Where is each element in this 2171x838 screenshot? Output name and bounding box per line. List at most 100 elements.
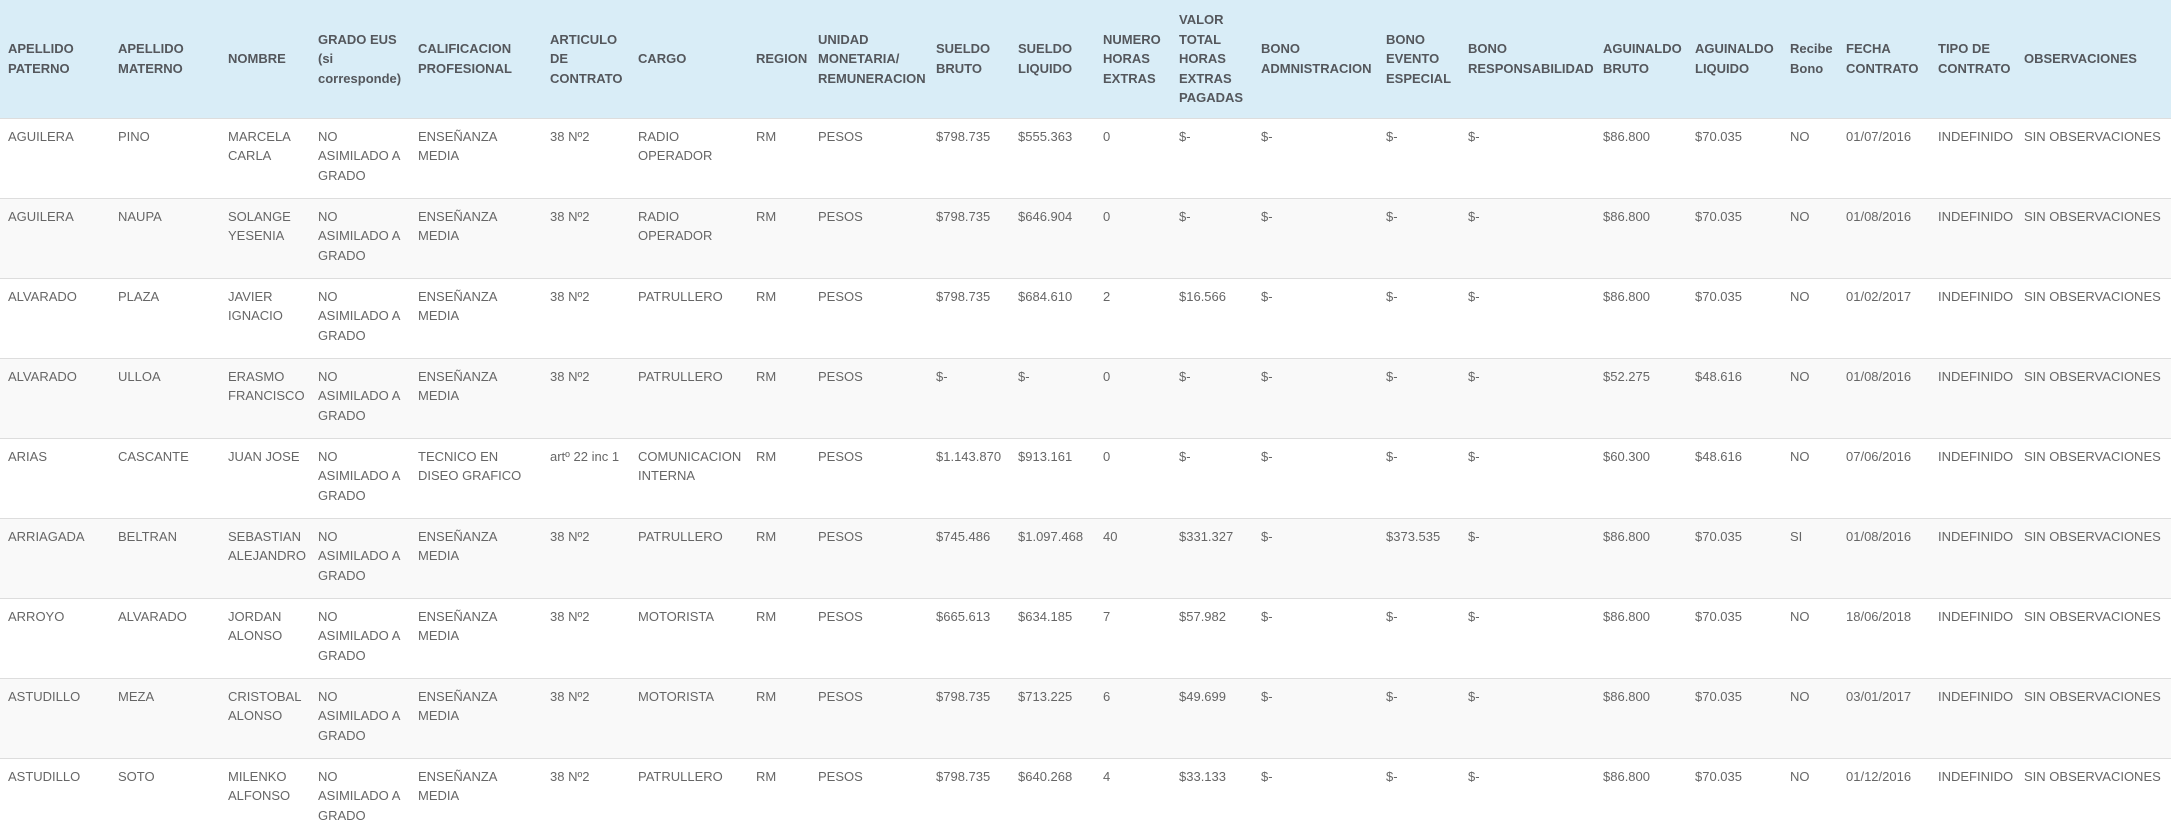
table-cell: ALVARADO [0,277,110,358]
table-cell: $- [1460,517,1595,598]
table-row: ASTUDILLO MEZA CRISTOBAL ALONSO NO ASIMILAD… [0,677,2171,758]
table-cell: $- [1378,597,1460,678]
table-row: ALVARADO ULLOA ERASMO FRANCISCO NO ASIMILAD… [0,357,2171,438]
table-cell: $913.161 [1010,437,1095,518]
table-cell: $798.735 [928,757,1010,838]
table-cell: MARCELA CARLA [220,117,310,198]
column-header: SUELDO BRUTO [928,0,1010,118]
table-cell: RM [748,357,810,438]
table-cell: ALVARADO [110,597,220,678]
table-cell: $- [1378,757,1460,838]
table-cell: SIN OBSERVACIONES [2016,357,2171,438]
table-cell: $684.610 [1010,277,1095,358]
table-cell: $86.800 [1595,197,1687,278]
table-cell: 38 Nº2 [542,597,630,678]
table-cell: NO ASIMILADO A GRADO [310,597,410,678]
table-cell: SIN OBSERVACIONES [2016,757,2171,838]
table-cell: $- [1171,117,1253,198]
table-cell: $70.035 [1687,677,1782,758]
table-cell: 4 [1095,757,1171,838]
table-cell: SOTO [110,757,220,838]
table-cell: 01/08/2016 [1838,517,1930,598]
table-cell: $70.035 [1687,517,1782,598]
column-header: ARTICULO DE CONTRATO [542,0,630,118]
table-cell: ENSEÑANZA MEDIA [410,277,542,358]
column-header: CALIFICACION PROFESIONAL [410,0,542,118]
table-cell: NO [1782,597,1838,678]
table-cell: 18/06/2018 [1838,597,1930,678]
table-cell: BELTRAN [110,517,220,598]
table-cell: ULLOA [110,357,220,438]
table-cell: ASTUDILLO [0,677,110,758]
table-cell: $- [1460,677,1595,758]
table-cell: NO [1782,197,1838,278]
table-cell: $798.735 [928,277,1010,358]
table-cell: $798.735 [928,677,1010,758]
column-header: BONO RESPONSABILIDAD [1460,0,1595,118]
column-header: UNIDAD MONETARIA/ REMUNERACION [810,0,928,118]
table-cell: $57.982 [1171,597,1253,678]
table-cell: 38 Nº2 [542,757,630,838]
table-cell: COMUNICACION INTERNA [630,437,748,518]
table-cell: artº 22 inc 1 [542,437,630,518]
table-cell: SIN OBSERVACIONES [2016,677,2171,758]
table-cell: $52.275 [1595,357,1687,438]
column-header: REGION [748,0,810,118]
table-header-row: APELLIDO PATERNO APELLIDO MATERNO NOMBRE GR… [0,0,2171,118]
table-cell: 01/02/2017 [1838,277,1930,358]
table-cell: RADIO OPERADOR [630,117,748,198]
table-cell: RM [748,757,810,838]
table-cell: PINO [110,117,220,198]
table-cell: $86.800 [1595,757,1687,838]
table-cell: $48.616 [1687,437,1782,518]
table-cell: SIN OBSERVACIONES [2016,277,2171,358]
table-cell: NO [1782,757,1838,838]
table-cell: 01/08/2016 [1838,357,1930,438]
table-cell: NO ASIMILADO A GRADO [310,437,410,518]
table-cell: NO [1782,117,1838,198]
table-cell: ALVARADO [0,357,110,438]
table-cell: AGUILERA [0,117,110,198]
table-cell: $- [1460,277,1595,358]
table-cell: INDEFINIDO [1930,677,2016,758]
table-cell: SIN OBSERVACIONES [2016,517,2171,598]
table-cell: ENSEÑANZA MEDIA [410,677,542,758]
table-cell: MILENKO ALFONSO [220,757,310,838]
table-cell: 01/08/2016 [1838,197,1930,278]
table-cell: $86.800 [1595,517,1687,598]
table-cell: RM [748,517,810,598]
table-cell: $- [1253,757,1378,838]
table-cell: 2 [1095,277,1171,358]
table-cell: 07/06/2016 [1838,437,1930,518]
table-cell: MOTORISTA [630,677,748,758]
table-cell: $- [928,357,1010,438]
table-cell: $- [1253,677,1378,758]
table-cell: RM [748,677,810,758]
table-cell: $- [1378,277,1460,358]
table-cell: JUAN JOSE [220,437,310,518]
table-cell: 01/07/2016 [1838,117,1930,198]
column-header: OBSERVACIONES [2016,0,2171,118]
table-cell: $- [1253,597,1378,678]
table-cell: $- [1460,197,1595,278]
table-cell: $- [1460,597,1595,678]
table-cell: $713.225 [1010,677,1095,758]
table-cell: SIN OBSERVACIONES [2016,197,2171,278]
table-cell: $70.035 [1687,597,1782,678]
column-header: FECHA CONTRATO [1838,0,1930,118]
table-cell: $331.327 [1171,517,1253,598]
column-header: AGUINALDO LIQUIDO [1687,0,1782,118]
table-cell: $70.035 [1687,277,1782,358]
table-cell: $86.800 [1595,117,1687,198]
table-cell: JORDAN ALONSO [220,597,310,678]
table-cell: ENSEÑANZA MEDIA [410,517,542,598]
column-header: GRADO EUS (si corresponde) [310,0,410,118]
table-cell: $1.097.468 [1010,517,1095,598]
table-row: AGUILERA PINO MARCELA CARLA NO ASIMILADO A … [0,117,2171,198]
table-cell: PATRULLERO [630,357,748,438]
table-cell: INDEFINIDO [1930,277,2016,358]
table-cell: RM [748,117,810,198]
table-cell: AGUILERA [0,197,110,278]
table-cell: MOTORISTA [630,597,748,678]
table-cell: $70.035 [1687,117,1782,198]
